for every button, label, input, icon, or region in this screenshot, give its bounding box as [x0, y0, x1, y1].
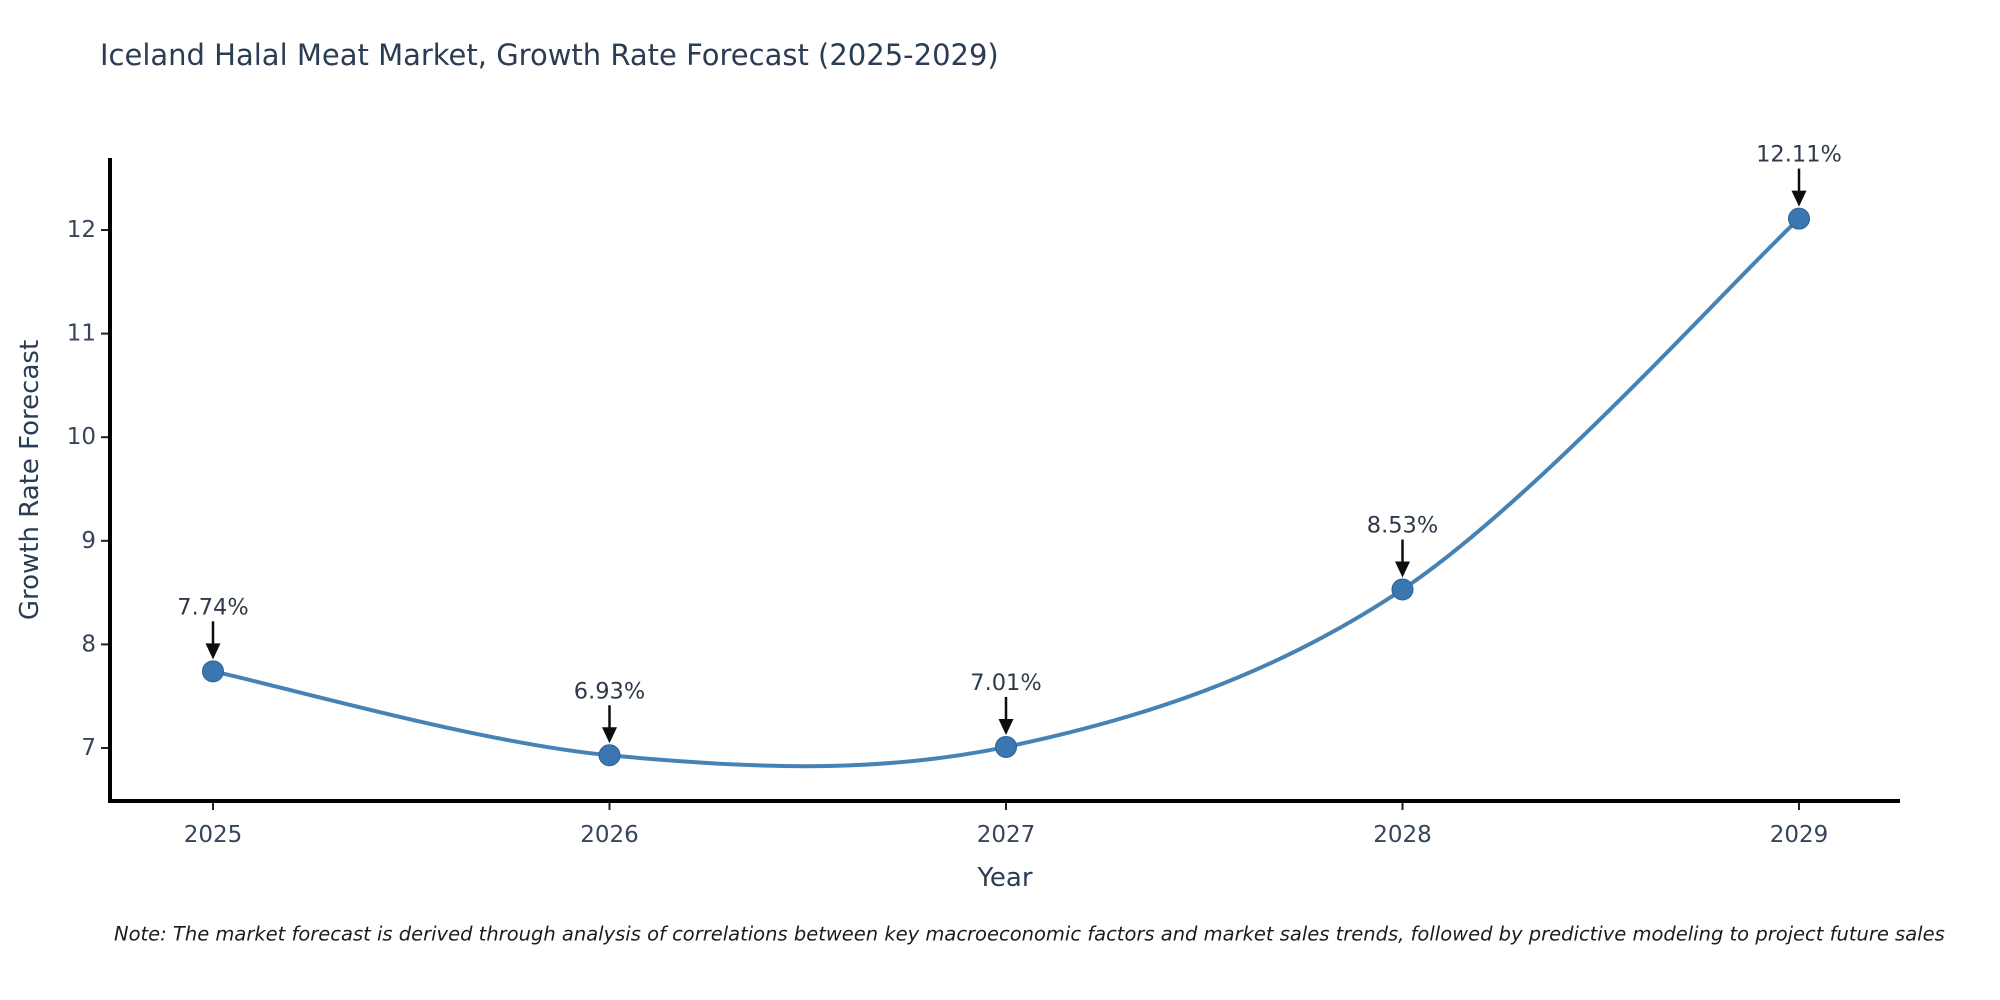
annotation-arrowhead [1395, 561, 1410, 578]
chart-title: Iceland Halal Meat Market, Growth Rate F… [100, 38, 999, 72]
x-tick-label: 2025 [184, 822, 243, 848]
data-point-annotation: 7.01% [970, 670, 1041, 696]
data-point-annotation: 6.93% [574, 678, 645, 704]
x-tick-label: 2029 [1770, 822, 1829, 848]
annotation-arrowhead [205, 643, 221, 660]
x-tick-label: 2028 [1373, 822, 1432, 848]
x-tick-label: 2027 [977, 822, 1036, 848]
data-point-marker [1391, 578, 1414, 601]
y-tick-label: 12 [67, 217, 96, 243]
y-tick-label: 9 [81, 528, 96, 554]
data-point-marker [995, 735, 1017, 758]
y-tick-label: 7 [81, 735, 96, 761]
y-tick-label: 8 [81, 631, 96, 657]
data-point-marker [1788, 207, 1810, 230]
y-tick-label: 10 [67, 424, 96, 450]
data-point-annotation: 8.53% [1367, 512, 1438, 538]
annotation-arrowhead [998, 718, 1014, 735]
annotation-arrowhead [602, 727, 617, 744]
data-point-annotation: 12.11% [1756, 142, 1842, 168]
data-point-annotation: 7.74% [177, 594, 248, 620]
y-tick-label: 11 [67, 321, 96, 347]
x-tick-label: 2026 [580, 822, 639, 848]
footnote: Note: The market forecast is derived thr… [114, 922, 1945, 946]
x-axis-title: Year [977, 863, 1033, 893]
data-point-marker [202, 660, 224, 683]
annotation-arrowhead [1791, 190, 1807, 207]
data-point-marker [598, 744, 621, 767]
